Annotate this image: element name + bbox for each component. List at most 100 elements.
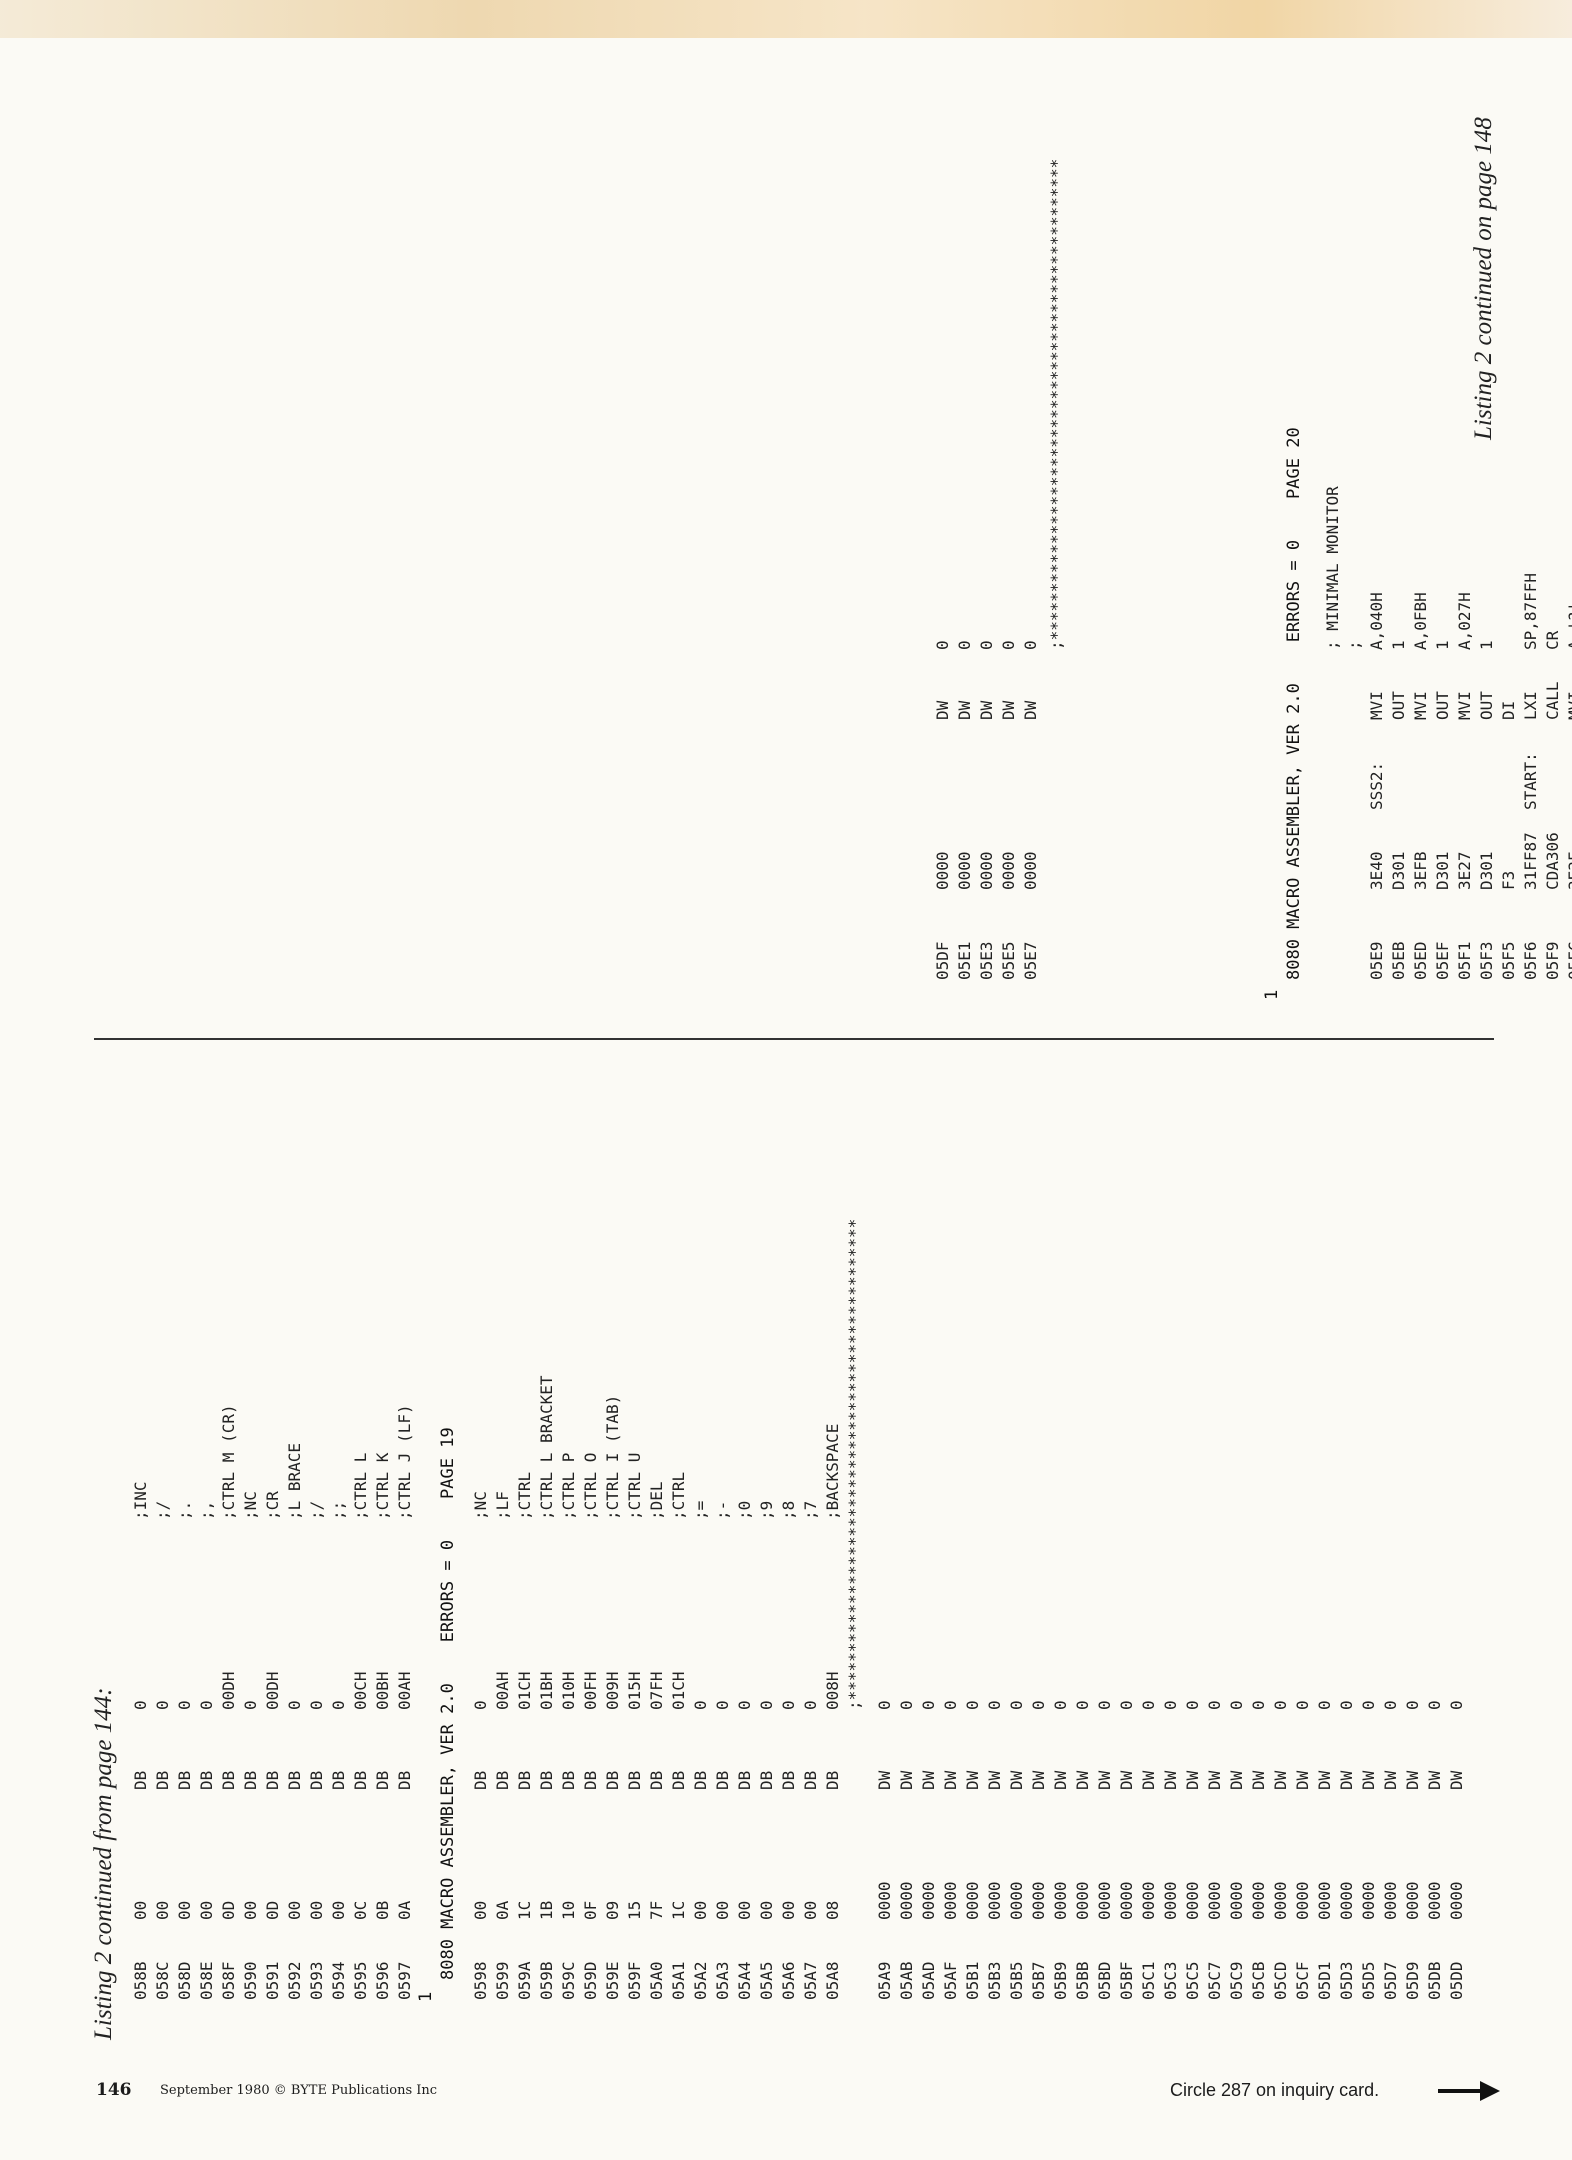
listing-field: 05AF <box>941 1961 960 2000</box>
listing-field: 05A9 <box>875 1961 894 2000</box>
listing-line: 0598 00 DB 0 ;NC <box>470 240 492 2040</box>
listing-field: ; MINIMAL MONITOR <box>1323 486 1342 650</box>
listing-field: DB <box>263 1770 282 1790</box>
listing-field: 00 <box>735 1900 754 1920</box>
listing-field: 01CH <box>669 1671 688 1710</box>
listing-field: 0 <box>1095 1700 1114 1710</box>
listing-field: 0 <box>1227 1700 1246 1710</box>
listing-field: DW <box>999 700 1018 720</box>
listing-field: 0 <box>1403 1700 1422 1710</box>
listing-field: 0 <box>1315 1700 1334 1710</box>
listing-field: 05FC <box>1565 941 1572 980</box>
listing-field: 05A2 <box>691 1961 710 2000</box>
listing-field: 0F <box>581 1900 600 1920</box>
listing-field: 05A4 <box>735 1961 754 2000</box>
listing-field: 0 <box>1007 1700 1026 1710</box>
listing-line: 05F9 CDA306 CALL CR <box>1542 0 1564 1000</box>
listing-field: 05A1 <box>669 1961 688 2000</box>
listing-field: DW <box>1117 1770 1136 1790</box>
listing-field: 0 <box>897 1700 916 1710</box>
listing-field: 00 <box>329 1900 348 1920</box>
listing-field: 0 <box>735 1700 754 1710</box>
listing-field: 00 <box>175 1900 194 1920</box>
listing-field: 0C <box>351 1900 370 1920</box>
listing-field: DW <box>897 1770 916 1790</box>
listing-field: MVI <box>1565 691 1572 720</box>
listing-field: 05D5 <box>1359 1961 1378 2000</box>
listing-line: 05A8 08 DB 008H ;BACKSPACE <box>822 240 844 2040</box>
listing-field: 05B5 <box>1007 1961 1026 2000</box>
listing-field: 0000 <box>985 1881 1004 1920</box>
listing-field: 0000 <box>1161 1881 1180 1920</box>
listing-field: 058C <box>153 1961 172 2000</box>
listing-field: ;CTRL U <box>625 1452 644 1520</box>
listing-field: DB <box>131 1770 150 1790</box>
listing-field: 05BB <box>1073 1961 1092 2000</box>
listing-field: DB <box>285 1770 304 1790</box>
listing-field: 058E <box>197 1961 216 2000</box>
listing-line: 059B 1B DB 01BH ;CTRL L BRACKET <box>536 240 558 2040</box>
listing-field: 0D <box>263 1900 282 1920</box>
listing-field: DW <box>1447 1770 1466 1790</box>
listing-field: 0 <box>1139 1700 1158 1710</box>
listing-field: 0 <box>285 1700 304 1710</box>
listing-field: 0000 <box>955 851 974 890</box>
listing-field: 0 <box>329 1700 348 1710</box>
listing-field: 05A5 <box>757 1961 776 2000</box>
listing-field: 0000 <box>875 1881 894 1920</box>
listing-field: DB <box>691 1770 710 1790</box>
listing-field: ;CTRL P <box>559 1452 578 1520</box>
listing-line: 058E 00 DB 0;, <box>196 240 218 2040</box>
listing-field: D301 <box>1389 851 1408 890</box>
listing-field: 05BF <box>1117 1961 1136 2000</box>
listing-field: ;CTRL L <box>351 1452 370 1520</box>
listing-field: DW <box>1183 1770 1202 1790</box>
listing-field: 05A3 <box>713 1961 732 2000</box>
listing-field: ;CTRL J (LF) <box>395 1404 414 1520</box>
listing-field: DW <box>933 700 952 720</box>
listing-field: 05CB <box>1249 1961 1268 2000</box>
listing-field: DI <box>1499 700 1518 720</box>
listing-field: 05A7 <box>801 1961 820 2000</box>
listing-field: 0000 <box>1249 1881 1268 1920</box>
listing-line: 0590 00 DB 0 ;NC <box>240 240 262 2040</box>
listing-field: 0 <box>955 640 974 650</box>
listing-field: A,040H <box>1367 592 1386 650</box>
listing-field: 31FF87 <box>1521 832 1540 890</box>
listing-line: 05E9 3E40 SSS2: MVI A,040H <box>1366 0 1388 1000</box>
listing-field: DW <box>1139 1770 1158 1790</box>
listing-field: A,'?' <box>1565 601 1572 650</box>
listing-line: 058B 00 DB 0 ;INC <box>130 240 152 2040</box>
listing-field: 05BD <box>1095 1961 1114 2000</box>
listing-field: 05B3 <box>985 1961 1004 2000</box>
listing-field: F3 <box>1499 870 1518 890</box>
listing-line: 05AB 0000 DW 0 <box>896 240 918 2040</box>
right-arrow-icon <box>1438 2081 1500 2101</box>
listing-field: DW <box>1249 1770 1268 1790</box>
listing-field: 3E27 <box>1455 851 1474 890</box>
listing-field: 0000 <box>941 1881 960 1920</box>
listing-field: DB <box>197 1770 216 1790</box>
listing-field: 0 <box>1073 1700 1092 1710</box>
listing-field: ;CTRL <box>669 1471 688 1520</box>
page-number: 146 <box>96 2080 132 2100</box>
listing-line: 059D 0F DB 00FH ;CTRL O <box>580 240 602 2040</box>
listing-field: DB <box>471 1770 490 1790</box>
listing-field: 0 <box>307 1700 326 1710</box>
listing-field: ;CTRL K <box>373 1452 392 1520</box>
listing-field: 0000 <box>1073 1881 1092 1920</box>
listing-line: 0595 0C DB 00CH ;CTRL L <box>350 240 372 2040</box>
listing-field: 0000 <box>1271 1881 1290 1920</box>
listing-field: START: <box>1521 752 1540 810</box>
listing-field: 00 <box>691 1900 710 1920</box>
listing-field: 05C3 <box>1161 1961 1180 2000</box>
listing-field: 05C1 <box>1139 1961 1158 2000</box>
listing-field: 0 <box>933 640 952 650</box>
listing-field: DB <box>307 1770 326 1790</box>
listing-field: 05D3 <box>1337 1961 1356 2000</box>
listing-field: DB <box>373 1770 392 1790</box>
listing-field: 00 <box>197 1900 216 1920</box>
listing-field: DB <box>757 1770 776 1790</box>
listing-field: DW <box>1425 1770 1444 1790</box>
listing-field: ;8 <box>779 1500 798 1520</box>
